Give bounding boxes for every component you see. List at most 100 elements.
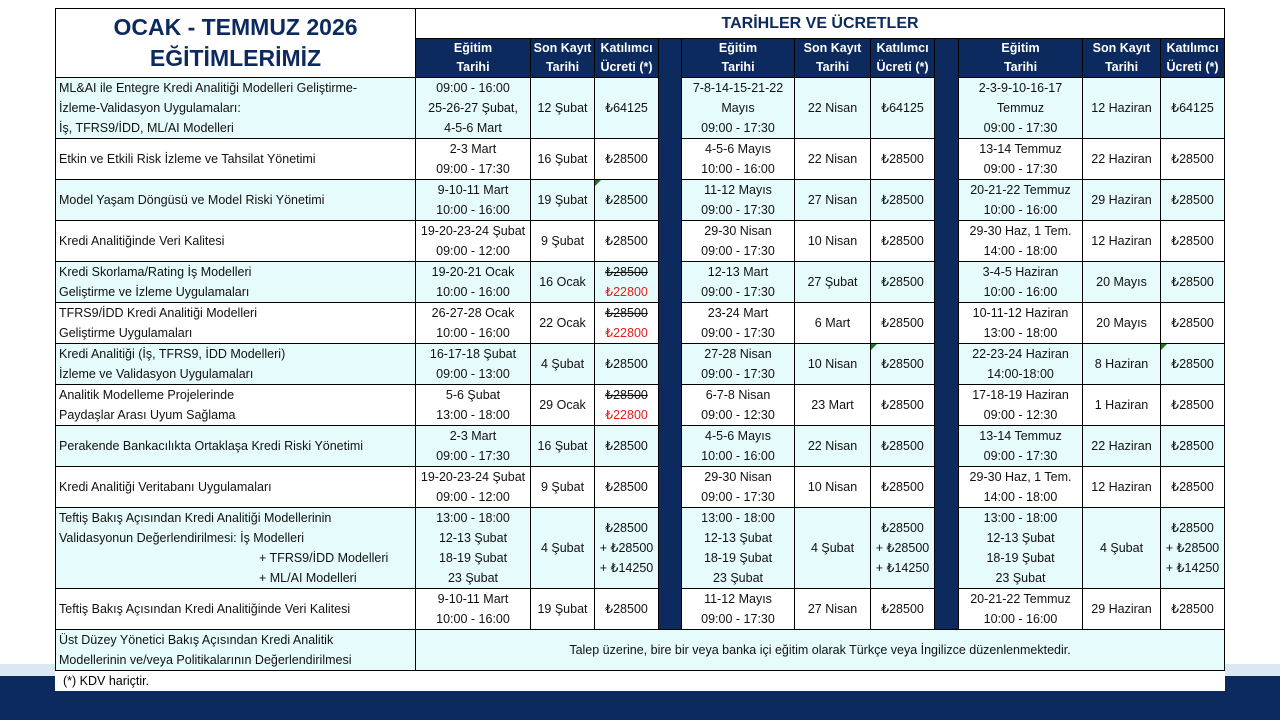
fee-line: ₺64125 [881, 101, 924, 115]
fee-line: ₺28500 [881, 480, 924, 494]
header-deadline-line: Son Kayıt [533, 41, 592, 55]
training-date: 4-5-6 Mayıs 10:00 - 16:00 [681, 425, 795, 467]
registration-deadline: 12 Şubat [530, 77, 595, 139]
training-date-line: 09:00 - 17:30 [701, 612, 775, 626]
training-name-line: Kredi Analitiği Veritabanı Uygulamaları [59, 480, 272, 494]
training-name: Perakende Bankacılıkta Ortaklaşa Kredi R… [55, 425, 416, 467]
fee-line: ₺28500 [605, 234, 648, 248]
period-separator [934, 38, 959, 630]
training-name: Etkin ve Etkili Risk İzleme ve Tahsilat … [55, 138, 416, 180]
fee-line: ₺28500 [1171, 398, 1214, 412]
participant-fee: ₺28500 ₺22800 [594, 384, 659, 426]
training-date-line: 5-6 Şubat [445, 388, 501, 402]
training-date-line: 20-21-22 Temmuz [970, 592, 1071, 606]
header-date-line: Eğitim [718, 41, 758, 55]
training-date-line: 29-30 Nisan [704, 470, 772, 484]
fee-line: + ₺28500 [875, 541, 930, 555]
fee-line: + ₺14250 [875, 561, 930, 575]
training-date-line: 13:00 - 18:00 [701, 511, 775, 525]
participant-fee: ₺28500 [870, 588, 935, 630]
fee-line: ₺28500 [881, 398, 924, 412]
training-name-line: Modellerinin ve/veya Politikalarının Değ… [59, 653, 352, 667]
training-date-line: 09:00 - 17:30 [701, 244, 775, 258]
training-date: 20-21-22 Temmuz 10:00 - 16:00 [958, 179, 1083, 221]
table-row: Kredi Analitiği (İş, TFRS9, İDD Modeller… [55, 343, 1226, 385]
training-date-line: 09:00 - 12:30 [701, 408, 775, 422]
registration-deadline: 22 Haziran [1082, 138, 1161, 180]
training-date-line: 10:00 - 16:00 [983, 612, 1058, 626]
training-date-line: 13:00 - 18:00 [983, 326, 1058, 340]
participant-fee: ₺28500 + ₺28500 + ₺14250 [870, 507, 935, 589]
registration-deadline: 12 Haziran [1082, 466, 1161, 508]
training-date-line: 7-8-14-15-21-22 [692, 81, 784, 95]
participant-fee: ₺28500 [1159, 425, 1226, 467]
training-name-line: Model Yaşam Döngüsü ve Model Riski Yönet… [59, 193, 325, 207]
training-date-line: 10:00 - 16:00 [436, 203, 510, 217]
training-date: 20-21-22 Temmuz 10:00 - 16:00 [958, 588, 1083, 630]
header-date-line: Tarihi [721, 60, 755, 74]
training-date: 23-24 Mart 09:00 - 17:30 [681, 302, 795, 344]
registration-deadline: 9 Şubat [530, 220, 595, 262]
registration-deadline: 12 Haziran [1082, 220, 1161, 262]
training-date-line: 12-13 Şubat [986, 531, 1055, 545]
original-fee: ₺28500 [605, 306, 648, 320]
header-fee-line: Katılımcı [600, 41, 653, 55]
registration-deadline: 23 Mart [794, 384, 871, 426]
training-date: 19-20-21 Ocak 10:00 - 16:00 [415, 261, 531, 303]
registration-deadline: 9 Şubat [530, 466, 595, 508]
training-date-line: 09:00 - 17:30 [983, 449, 1058, 463]
training-date-line: 13:00 - 18:00 [436, 408, 510, 422]
discounted-fee: ₺22800 [605, 285, 648, 299]
fee-line: ₺28500 [1171, 275, 1214, 289]
training-date-line: 19-20-23-24 Şubat [420, 470, 526, 484]
training-date: 29-30 Haz, 1 Tem. 14:00 - 18:00 [958, 220, 1083, 262]
participant-fee: ₺28500 [594, 466, 659, 508]
training-date-line: 12-13 Şubat [438, 531, 508, 545]
on-request-note: Talep üzerine, bire bir veya banka içi e… [414, 629, 1226, 671]
fee-line: + ₺28500 [599, 541, 654, 555]
training-date-line: 2-3-9-10-16-17 [978, 81, 1063, 95]
original-fee: ₺28500 [605, 265, 648, 279]
training-date: 27-28 Nisan 09:00 - 17:30 [681, 343, 795, 385]
training-date-line: 10:00 - 16:00 [436, 612, 510, 626]
participant-fee: ₺28500 [594, 425, 659, 467]
training-date-line: 09:00 - 17:30 [701, 285, 775, 299]
header-date-line: Tarihi [1003, 60, 1038, 74]
training-date: 11-12 Mayıs 09:00 - 17:30 [681, 179, 795, 221]
training-name-line: Teftiş Bakış Açısından Kredi Analitiğind… [59, 602, 351, 616]
table-row: Kredi Skorlama/Rating İş Modelleri Gelişt… [55, 261, 1226, 303]
original-fee: ₺28500 [605, 388, 648, 402]
fee-line: ₺28500 [1171, 602, 1214, 616]
footnote: (*) KDV hariçtir. [55, 671, 1225, 691]
training-date-line: 10:00 - 16:00 [436, 326, 510, 340]
participant-fee: ₺28500 [594, 179, 659, 221]
participant-fee: ₺28500 [1159, 138, 1226, 180]
training-date-line: Temmuz [996, 101, 1045, 115]
training-date-line: 18-19 Şubat [986, 551, 1055, 565]
header-fee-line: Katılımcı [1166, 41, 1219, 55]
training-date-line: 9-10-11 Mart [437, 592, 509, 606]
training-date-line: 10:00 - 16:00 [983, 285, 1058, 299]
training-date: 6-7-8 Nisan 09:00 - 12:30 [681, 384, 795, 426]
participant-fee: ₺28500 [1159, 302, 1226, 344]
training-date: 9-10-11 Mart 10:00 - 16:00 [415, 588, 531, 630]
training-date-line: Mayıs [721, 101, 755, 115]
training-date: 2-3 Mart 09:00 - 17:30 [415, 138, 531, 180]
participant-fee: ₺28500 [870, 384, 935, 426]
training-date: 17-18-19 Haziran 09:00 - 12:30 [958, 384, 1083, 426]
table-row: Teftiş Bakış Açısından Kredi Analitiğind… [55, 588, 1226, 630]
participant-fee: ₺28500 ₺22800 [594, 261, 659, 303]
registration-deadline: 29 Ocak [530, 384, 595, 426]
registration-deadline: 1 Haziran [1082, 384, 1161, 426]
fee-line: ₺28500 [1171, 357, 1214, 371]
training-date-line: 26-27-28 Ocak [431, 306, 515, 320]
training-date-line: 2-3 Mart [449, 429, 497, 443]
training-name: Kredi Analitiğinde Veri Kalitesi [55, 220, 416, 262]
participant-fee: ₺28500 [1159, 466, 1226, 508]
registration-deadline: 22 Haziran [1082, 425, 1161, 467]
registration-deadline: 10 Nisan [794, 466, 871, 508]
training-date: 9-10-11 Mart 10:00 - 16:00 [415, 179, 531, 221]
training-date-line: 09:00 - 17:30 [436, 449, 510, 463]
training-date-line: 22-23-24 Haziran [972, 347, 1069, 361]
training-name-line: Kredi Skorlama/Rating İş Modelleri [59, 265, 252, 279]
